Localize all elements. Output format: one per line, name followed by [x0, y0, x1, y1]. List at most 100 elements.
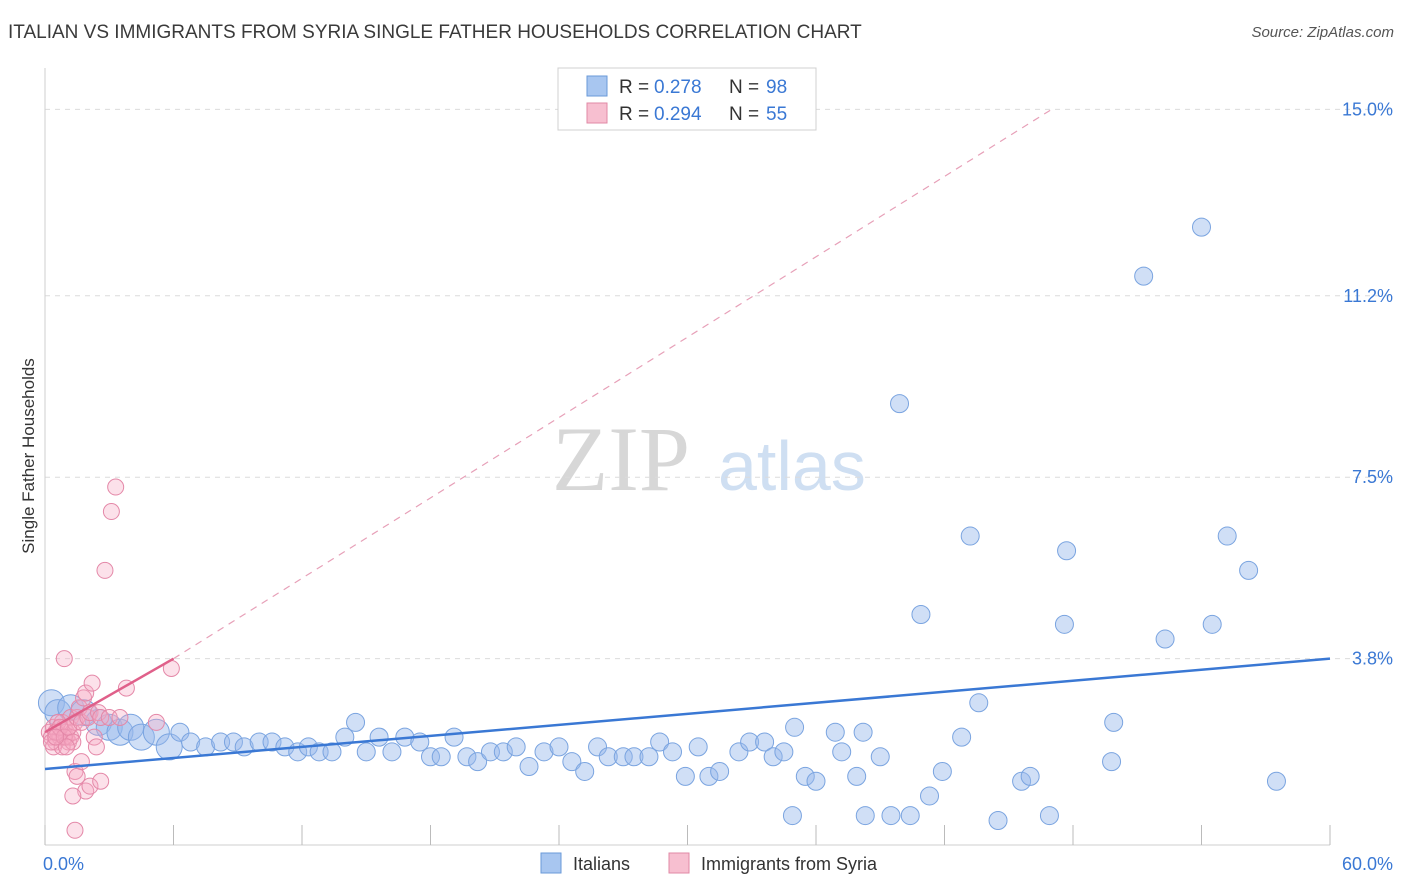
trend-line-italians [44, 657, 1331, 771]
point-italians [457, 747, 477, 767]
point-italians [1039, 806, 1059, 826]
point-italians [688, 737, 708, 757]
point-italians [806, 771, 826, 791]
point-italians [170, 722, 190, 742]
point-italians [1192, 217, 1211, 237]
point-italians [421, 747, 440, 767]
point-italians [598, 747, 618, 767]
point-italians [855, 806, 875, 826]
point-italians [1239, 560, 1259, 580]
axes [44, 68, 1331, 846]
point-italians [519, 757, 539, 777]
point-italians [1054, 614, 1074, 634]
point-italians [1266, 771, 1286, 791]
point-syria [92, 709, 110, 726]
bottom-legend-swatch-syria [668, 852, 690, 874]
point-syria [96, 561, 114, 579]
watermark-zip: ZIP [552, 408, 690, 510]
point-italians [1102, 752, 1122, 772]
point-italians [356, 742, 376, 762]
y-tick-label: 3.8% [1352, 649, 1393, 669]
point-italians [825, 722, 845, 742]
point-syria [102, 503, 120, 521]
watermark-atlas: atlas [718, 427, 866, 505]
legend-swatch-syria [586, 102, 608, 124]
legend-r-value-syria: 0.294 [654, 104, 702, 125]
source-label: Source: ZipAtlas.com [1251, 24, 1394, 41]
correlation-legend: R = 0.278 N = 98 R = 0.294 N = 55 [557, 67, 817, 131]
point-italians [1217, 526, 1237, 546]
point-syria [55, 650, 73, 668]
point-syria [47, 728, 65, 746]
point-italians [322, 742, 342, 762]
point-italians [575, 761, 595, 781]
point-italians [952, 727, 972, 747]
legend-r-value-italians: 0.278 [654, 77, 702, 98]
series-italians-points [37, 217, 1286, 830]
point-italians [650, 732, 670, 752]
point-italians [369, 727, 389, 747]
point-italians [675, 766, 695, 786]
point-italians [1020, 766, 1040, 786]
point-italians [468, 752, 488, 772]
point-italians [1202, 614, 1222, 634]
point-italians [782, 806, 802, 826]
point-italians [444, 727, 464, 747]
point-italians [870, 747, 890, 767]
tick-labels: 3.8% 7.5% 11.2% 15.0% 0.0% 60.0% [43, 99, 1393, 874]
point-italians [969, 693, 989, 713]
point-italians [900, 806, 920, 826]
point-italians [932, 761, 952, 781]
point-italians [493, 742, 513, 762]
y-tick-label: 15.0% [1342, 99, 1393, 119]
point-syria [66, 821, 84, 839]
x-tick-label-min: 0.0% [43, 854, 84, 874]
point-syria [81, 777, 99, 795]
point-italians [832, 742, 852, 762]
point-italians [740, 732, 760, 752]
legend-n-label-syria: N = [729, 104, 759, 125]
point-italians [847, 766, 867, 786]
point-italians [588, 737, 608, 757]
legend-n-label-italians: N = [729, 77, 759, 98]
legend-swatch-italians [586, 75, 608, 97]
point-syria [87, 738, 105, 756]
point-italians [1155, 629, 1175, 649]
point-italians [223, 732, 243, 752]
gridlines [45, 108, 1395, 660]
point-italians [382, 742, 402, 762]
bottom-legend-label-syria: Immigrants from Syria [701, 854, 878, 874]
point-italians [763, 747, 783, 767]
point-italians [549, 737, 569, 757]
y-axis-label: Single Father Households [19, 358, 38, 554]
point-italians [699, 766, 719, 786]
trend-line-syria-extension [173, 108, 1052, 660]
point-italians [853, 722, 873, 742]
point-italians [181, 732, 201, 752]
point-italians [624, 747, 644, 767]
point-italians [639, 747, 659, 767]
y-tick-label: 7.5% [1352, 467, 1393, 487]
point-italians [755, 732, 775, 752]
chart-title: ITALIAN VS IMMIGRANTS FROM SYRIA SINGLE … [8, 22, 862, 43]
bottom-legend-swatch-italians [540, 852, 562, 874]
point-italians [890, 394, 910, 414]
point-italians [1104, 712, 1124, 732]
point-syria [111, 709, 129, 726]
point-italians [1134, 266, 1154, 286]
trend-lines [44, 108, 1331, 771]
point-syria [147, 713, 165, 731]
point-syria [57, 738, 75, 756]
point-italians [663, 742, 683, 762]
point-italians [785, 717, 805, 737]
point-italians [960, 526, 980, 546]
point-italians [710, 761, 730, 781]
point-syria [83, 674, 101, 692]
point-syria [77, 684, 95, 702]
point-italians [729, 742, 749, 762]
y-tick-label: 11.2% [1343, 286, 1393, 306]
point-italians [795, 766, 815, 786]
point-italians [1057, 541, 1077, 561]
point-italians [613, 747, 633, 767]
